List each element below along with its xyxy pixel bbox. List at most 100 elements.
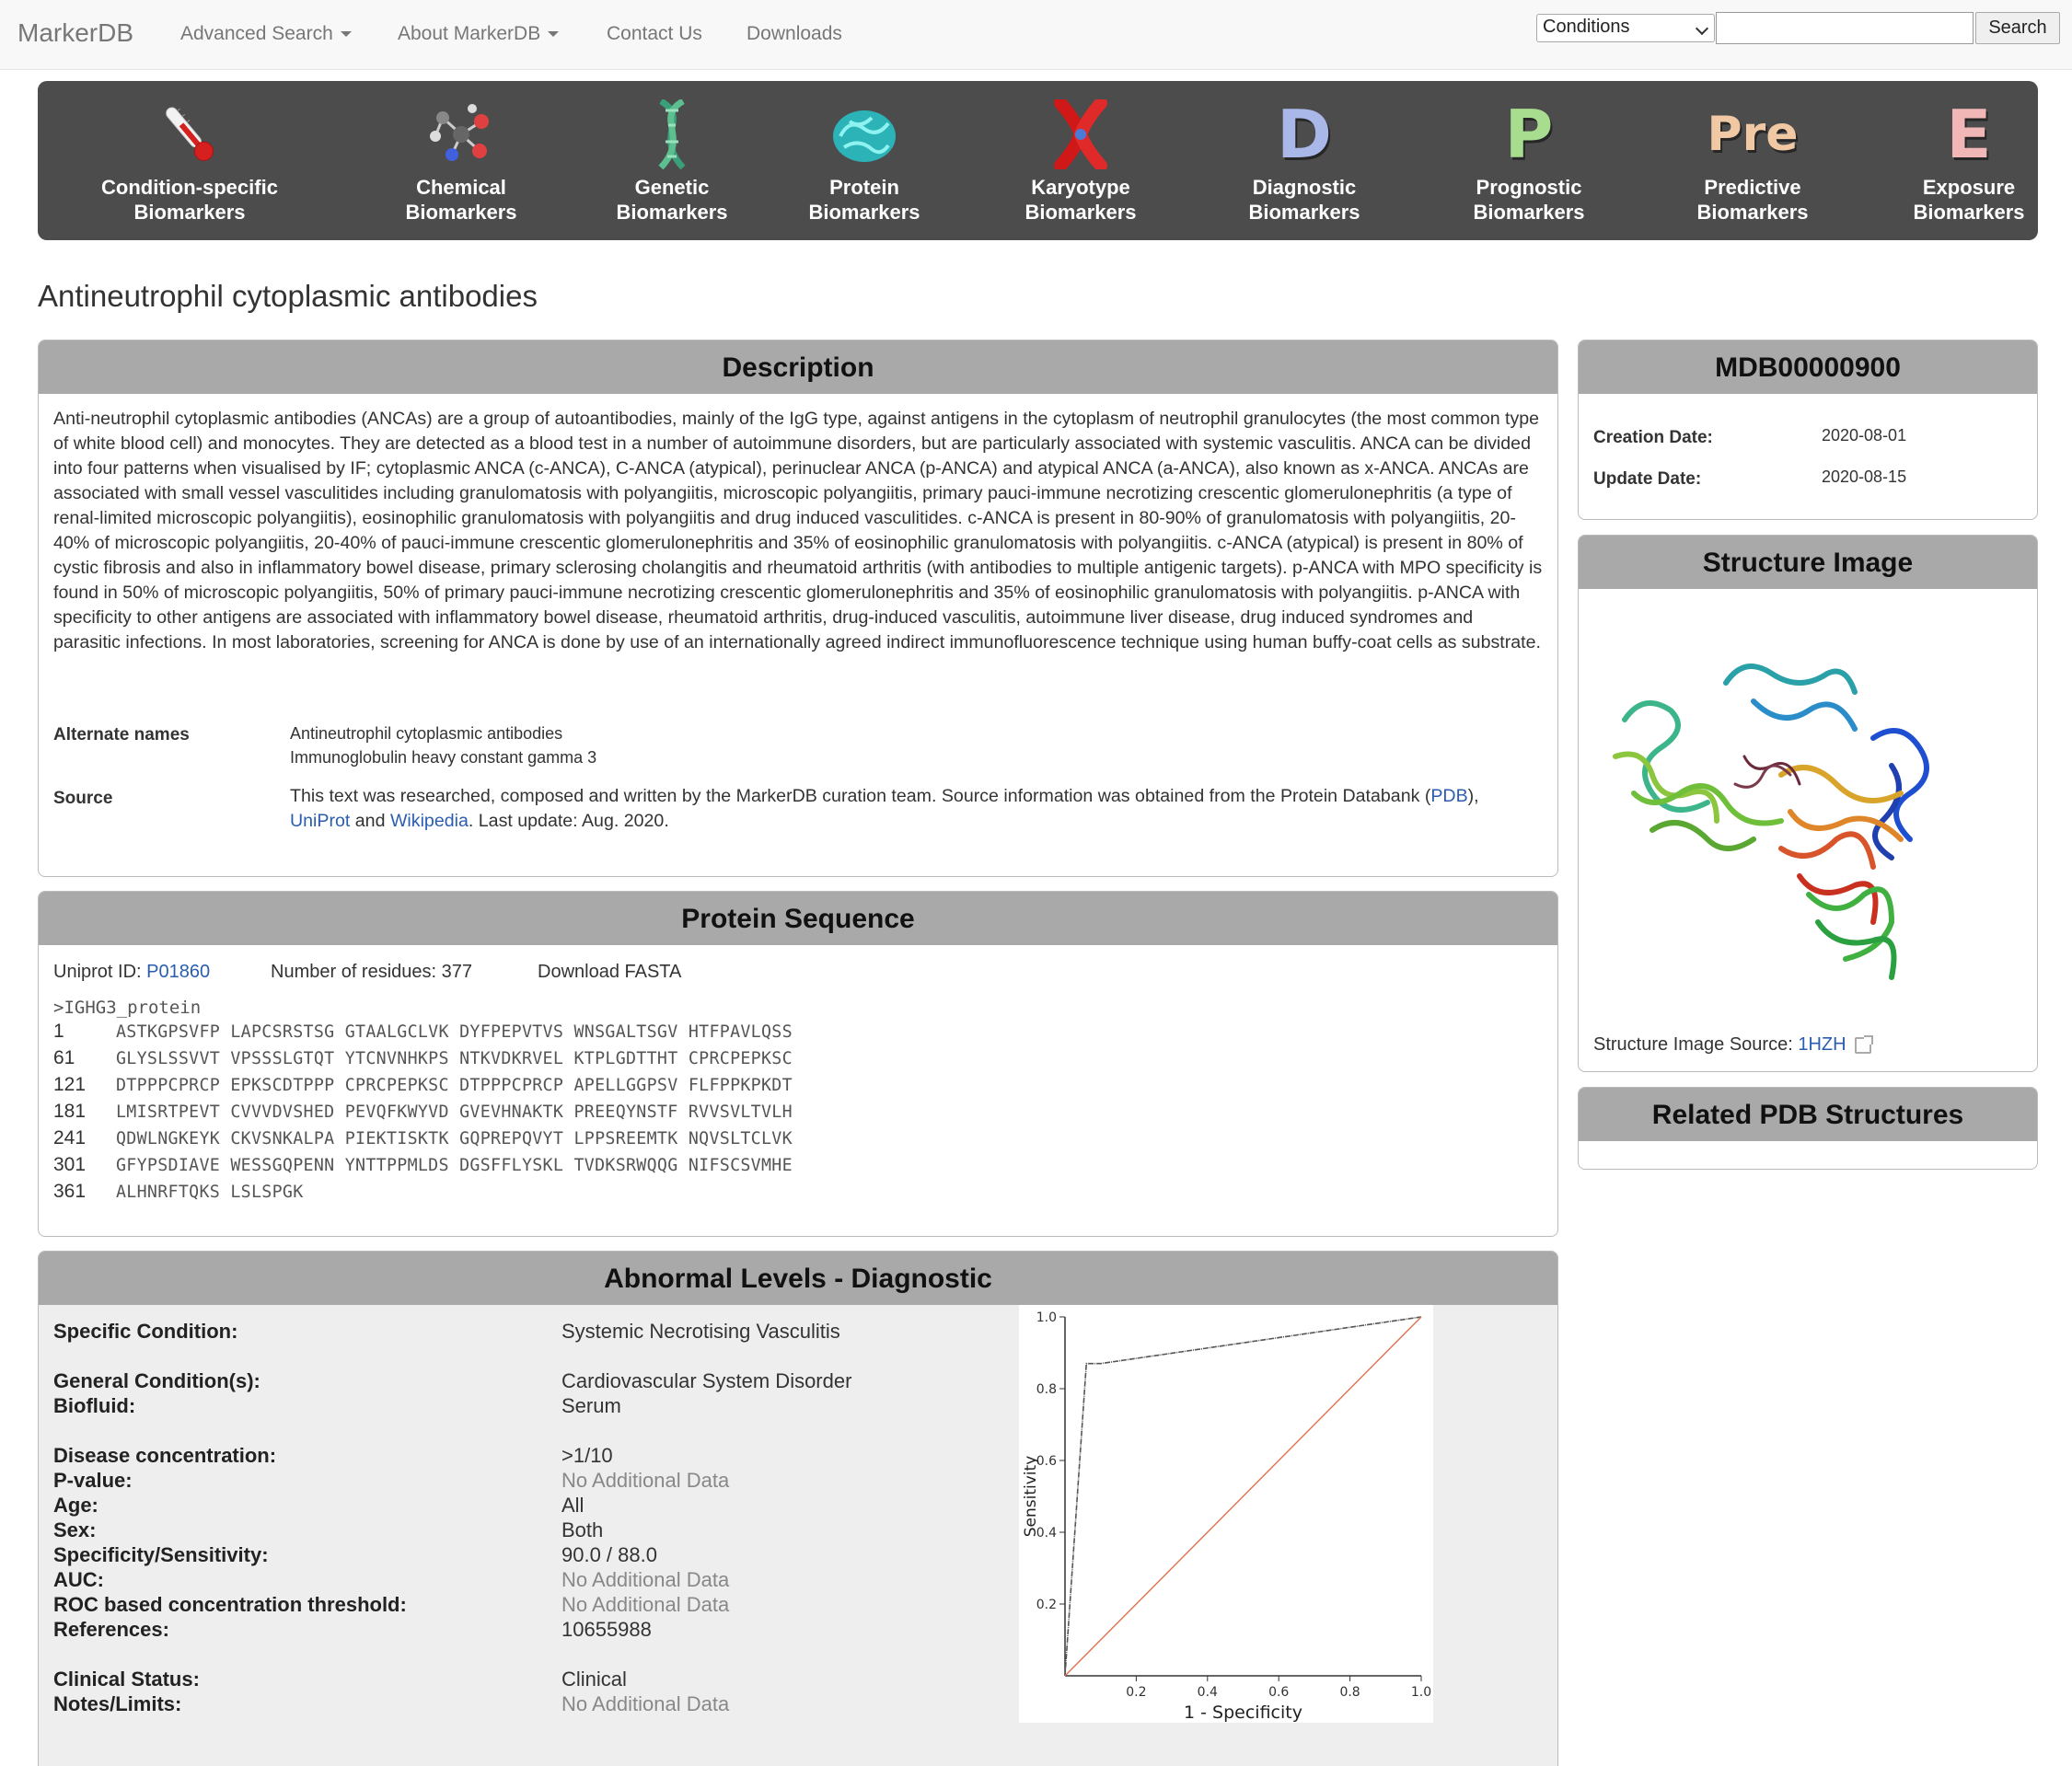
references-label: References: [53,1618,169,1641]
notes-limits-label: Notes/Limits: [53,1692,182,1715]
category-chemical-line2: Biomarkers [405,201,517,224]
general-condition-link[interactable]: Cardiovascular System Disorder [561,1369,852,1392]
nav-advanced-search-label: Advanced Search [180,23,333,44]
roc-curve-svg: 0.2 0.4 0.6 0.8 1.0 0.2 0.4 0.6 0.8 1.0 1 - Specif… [1022,1310,1431,1723]
source-text-1: This text was researched, composed and w… [290,786,1431,806]
nav-advanced-search[interactable]: Advanced Search [180,23,352,45]
category-prognostic-line1: Prognostic [1476,176,1582,199]
disease-concentration-label: Disease concentration: [53,1444,277,1467]
category-chemical[interactable]: Chemical Biomarkers [378,99,544,225]
category-prognostic[interactable]: P Prognostic Biomarkers [1446,99,1612,225]
uniprot-link[interactable]: UniProt [290,811,351,831]
sequence-row-number: 361 [53,1181,87,1202]
category-protein-line1: Protein [829,176,899,199]
category-condition-specific[interactable]: Condition-specific Biomarkers [93,99,286,225]
category-genetic-line1: Genetic [634,176,710,199]
category-prognostic-line2: Biomarkers [1473,201,1585,224]
search-input[interactable] [1716,12,1974,44]
category-predictive-line1: Predictive [1704,176,1801,199]
protein-structure-image [1597,646,1965,996]
specific-condition-link[interactable]: Systemic Necrotising Vasculitis [561,1320,840,1343]
letter-d-icon: D [1268,99,1341,169]
sequence-row: 301 GFYPSDIAVE WESSGQPENN YNTTPPMLDS DGSF… [53,1154,793,1181]
source-text: This text was researched, composed and w… [290,784,1523,834]
category-condition-line2: Biomarkers [133,201,246,224]
creation-date-label: Creation Date: [1593,428,1713,447]
category-karyotype-line2: Biomarkers [1024,201,1137,224]
chevron-down-icon [548,31,560,38]
pdb-link[interactable]: PDB [1430,786,1468,806]
structure-image-panel: Structure Image Str [1578,535,2038,1072]
age-label: Age: [53,1494,98,1517]
sequence-row: 121 DTPPPCPRCP EPKSCDTPPP CPRCPEPKSC DTPP… [53,1074,793,1101]
sequence-row: 361 ALHNRFTQKS LSLSPGK [53,1181,304,1207]
residues-label: Number of residues: [271,962,437,982]
residues-value: 377 [441,962,473,982]
category-genetic[interactable]: Genetic Biomarkers [589,99,755,225]
y-tick-label: 1.0 [1036,1310,1057,1325]
category-predictive[interactable]: Pre Predictive Biomarkers [1670,99,1835,225]
sequence-row-number: 61 [53,1047,75,1068]
general-condition-label: General Condition(s): [53,1369,260,1392]
uniprot-info: Uniprot ID: P01860 [53,962,210,983]
x-tick-label: 0.8 [1339,1685,1360,1700]
residue-info: Number of residues: 377 [271,962,472,983]
category-protein[interactable]: Protein Biomarkers [781,99,947,225]
brand-logo[interactable]: MarkerDB [17,18,134,47]
source-label: Source [53,789,113,808]
y-axis-label: Sensitivity [1022,1456,1040,1538]
letter-e-glyph: E [1946,96,1992,173]
structure-source-link[interactable]: 1HZH [1798,1034,1846,1055]
sequence-row-number: 1 [53,1021,64,1042]
letter-p-glyph: P [1504,96,1554,173]
reference-link[interactable]: 10655988 [561,1618,652,1641]
sequence-row: 241 QDWLNGKEYK CKVSNKALPA PIEKTISKTK GQPR… [53,1127,793,1154]
related-pdb-panel: Related PDB Structures [1578,1087,2038,1170]
category-diagnostic-line1: Diagnostic [1252,176,1357,199]
clinical-status-label: Clinical Status: [53,1668,200,1691]
nav-contact[interactable]: Contact Us [607,23,702,44]
sequence-row-residues: ALHNRFTQKS LSLSPGK [116,1183,304,1202]
protein-sequence-panel: Protein Sequence Uniprot ID: P01860 Numb… [38,891,1558,1237]
category-karyotype[interactable]: Karyotype Biomarkers [998,99,1163,225]
sequence-row-number: 301 [53,1154,87,1175]
nav-downloads[interactable]: Downloads [747,23,842,44]
external-link-icon[interactable] [1855,1034,1874,1054]
age-value: All [561,1494,585,1517]
letter-p-icon: P [1492,99,1566,169]
roc-series-line [1064,1316,1422,1677]
roc-threshold-label: ROC based concentration threshold: [53,1593,407,1616]
description-text: Anti-neutrophil cytoplasmic antibodies (… [53,409,1543,652]
description-heading: Description [39,341,1557,394]
page-title: Antineutrophil cytoplasmic antibodies [38,279,538,313]
category-protein-line2: Biomarkers [808,201,920,224]
search-category-select[interactable]: Conditions [1536,14,1715,42]
download-fasta-link[interactable]: Download FASTA [538,962,682,982]
sequence-row: 61 GLYSLSSVVT VPSSSLGTQT YTCNVNHKPS NTKVD… [53,1047,793,1074]
y-tick-label: 0.8 [1036,1382,1057,1397]
sequence-row-residues: LMISRTPEVT CVVVDVSHED PEVQFKWYVD GVEVHNA… [116,1102,793,1122]
search-button[interactable]: Search [1975,12,2060,44]
alternate-name-1: Antineutrophil cytoplasmic antibodies [290,724,563,743]
category-exposure[interactable]: E Exposure Biomarkers [1886,99,2052,225]
auc-label: AUC: [53,1568,104,1591]
structure-source-label: Structure Image Source: [1593,1034,1793,1055]
specificity-sensitivity-label: Specificity/Sensitivity: [53,1543,269,1566]
p-value-label: P-value: [53,1469,133,1492]
uniprot-id-link[interactable]: P01860 [146,962,211,982]
roc-threshold-value: No Additional Data [561,1593,730,1616]
y-tick-label: 0.2 [1036,1598,1057,1612]
update-date-value: 2020-08-15 [1822,467,1907,486]
sequence-row-residues: ASTKGPSVFP LAPCSRSTSG GTAALGCLVK DYFPEPV… [116,1022,793,1042]
y-tick-label: 0.6 [1036,1454,1057,1469]
letter-pre-icon: Pre [1707,99,1798,169]
letter-d-glyph: D [1277,96,1332,173]
sequence-row: 1 ASTKGPSVFP LAPCSRSTSG GTAALGCLVK DYFPEP… [53,1021,793,1047]
nav-about[interactable]: About MarkerDB [398,23,560,45]
category-genetic-line2: Biomarkers [616,201,728,224]
x-tick-label: 0.2 [1126,1685,1146,1700]
related-pdb-heading: Related PDB Structures [1579,1088,2037,1141]
category-banner: Condition-specific Biomarkers Chemical B… [38,81,2038,240]
wikipedia-link[interactable]: Wikipedia [389,811,469,831]
category-diagnostic[interactable]: D Diagnostic Biomarkers [1221,99,1387,225]
